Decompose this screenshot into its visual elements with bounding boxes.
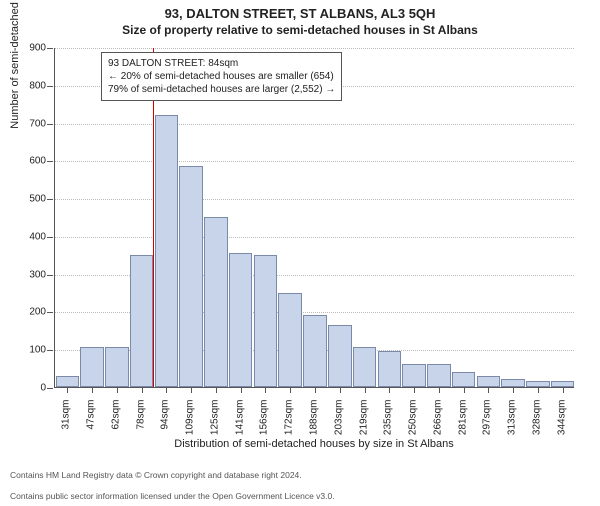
- x-tick-label: 250sqm: [408, 400, 419, 444]
- annotation-line: 79% of semi-detached houses are larger (…: [108, 83, 335, 96]
- histogram-bar: [378, 351, 402, 387]
- y-tick-label: 700: [12, 118, 46, 129]
- histogram-bar: [427, 364, 451, 387]
- x-tick: [315, 387, 316, 393]
- x-tick: [365, 387, 366, 393]
- x-tick: [563, 387, 564, 393]
- y-tick: [47, 237, 53, 238]
- y-tick: [47, 86, 53, 87]
- x-tick-label: 281sqm: [457, 400, 468, 444]
- y-tick-label: 100: [12, 345, 46, 356]
- x-tick-label: 31sqm: [61, 400, 72, 444]
- histogram-bar: [155, 115, 179, 387]
- gridline: [55, 161, 574, 162]
- x-tick: [92, 387, 93, 393]
- x-tick: [290, 387, 291, 393]
- x-tick-label: 94sqm: [160, 400, 171, 444]
- x-tick: [538, 387, 539, 393]
- y-tick: [47, 275, 53, 276]
- x-tick: [464, 387, 465, 393]
- x-tick-label: 313sqm: [507, 400, 518, 444]
- y-tick: [47, 124, 53, 125]
- x-tick-label: 141sqm: [234, 400, 245, 444]
- y-tick: [47, 312, 53, 313]
- annotation-box: 93 DALTON STREET: 84sqm← 20% of semi-det…: [101, 52, 342, 101]
- annotation-line: ← 20% of semi-detached houses are smalle…: [108, 70, 335, 83]
- y-tick-label: 500: [12, 194, 46, 205]
- x-tick-label: 297sqm: [482, 400, 493, 444]
- x-tick: [488, 387, 489, 393]
- x-tick: [191, 387, 192, 393]
- x-tick: [142, 387, 143, 393]
- histogram-bar: [229, 253, 253, 387]
- y-tick-label: 200: [12, 307, 46, 318]
- y-tick: [47, 161, 53, 162]
- y-tick: [47, 48, 53, 49]
- x-tick: [389, 387, 390, 393]
- x-tick-label: 203sqm: [333, 400, 344, 444]
- chart-container: Number of semi-detached properties 01002…: [54, 48, 574, 438]
- x-tick: [216, 387, 217, 393]
- gridline: [55, 48, 574, 49]
- histogram-bar: [328, 325, 352, 387]
- histogram-bar: [353, 347, 377, 387]
- histogram-bar: [303, 315, 327, 387]
- annotation-line: 93 DALTON STREET: 84sqm: [108, 57, 335, 70]
- x-tick: [439, 387, 440, 393]
- gridline: [55, 199, 574, 200]
- y-tick-label: 600: [12, 156, 46, 167]
- x-tick-label: 328sqm: [531, 400, 542, 444]
- histogram-bar: [402, 364, 426, 387]
- histogram-bar: [501, 379, 525, 387]
- x-tick: [166, 387, 167, 393]
- x-tick-label: 47sqm: [86, 400, 97, 444]
- y-tick-label: 300: [12, 269, 46, 280]
- x-tick: [117, 387, 118, 393]
- y-tick-label: 0: [12, 383, 46, 394]
- histogram-bar: [254, 255, 278, 387]
- x-tick-label: 266sqm: [432, 400, 443, 444]
- x-tick-label: 125sqm: [209, 400, 220, 444]
- y-tick: [47, 388, 53, 389]
- y-tick: [47, 350, 53, 351]
- histogram-bar: [80, 347, 104, 387]
- x-tick: [340, 387, 341, 393]
- histogram-bar: [179, 166, 203, 387]
- footer-line-1: Contains HM Land Registry data © Crown c…: [10, 470, 302, 480]
- x-tick-label: 78sqm: [135, 400, 146, 444]
- histogram-bar: [477, 376, 501, 387]
- gridline: [55, 124, 574, 125]
- x-tick-label: 344sqm: [556, 400, 567, 444]
- x-tick-label: 62sqm: [110, 400, 121, 444]
- x-tick-label: 235sqm: [383, 400, 394, 444]
- histogram-bar: [452, 372, 476, 387]
- gridline: [55, 237, 574, 238]
- x-tick: [414, 387, 415, 393]
- page-subtitle: Size of property relative to semi-detach…: [0, 23, 600, 37]
- y-tick-label: 800: [12, 80, 46, 91]
- y-tick: [47, 199, 53, 200]
- histogram-bar: [130, 255, 154, 387]
- footer-attribution: Contains HM Land Registry data © Crown c…: [10, 460, 335, 503]
- histogram-bar: [278, 293, 302, 387]
- x-tick: [67, 387, 68, 393]
- y-tick-label: 400: [12, 231, 46, 242]
- histogram-bar: [56, 376, 80, 387]
- x-tick-label: 109sqm: [185, 400, 196, 444]
- x-tick-label: 156sqm: [259, 400, 270, 444]
- x-tick: [513, 387, 514, 393]
- histogram-bar: [105, 347, 129, 387]
- page-title: 93, DALTON STREET, ST ALBANS, AL3 5QH: [0, 6, 600, 21]
- plot-area: Number of semi-detached properties 01002…: [54, 48, 574, 388]
- y-axis-label: Number of semi-detached properties: [9, 0, 21, 129]
- x-tick-label: 219sqm: [358, 400, 369, 444]
- histogram-bar: [204, 217, 228, 387]
- x-tick-label: 188sqm: [309, 400, 320, 444]
- x-tick-label: 172sqm: [284, 400, 295, 444]
- x-tick: [241, 387, 242, 393]
- x-tick: [265, 387, 266, 393]
- y-tick-label: 900: [12, 43, 46, 54]
